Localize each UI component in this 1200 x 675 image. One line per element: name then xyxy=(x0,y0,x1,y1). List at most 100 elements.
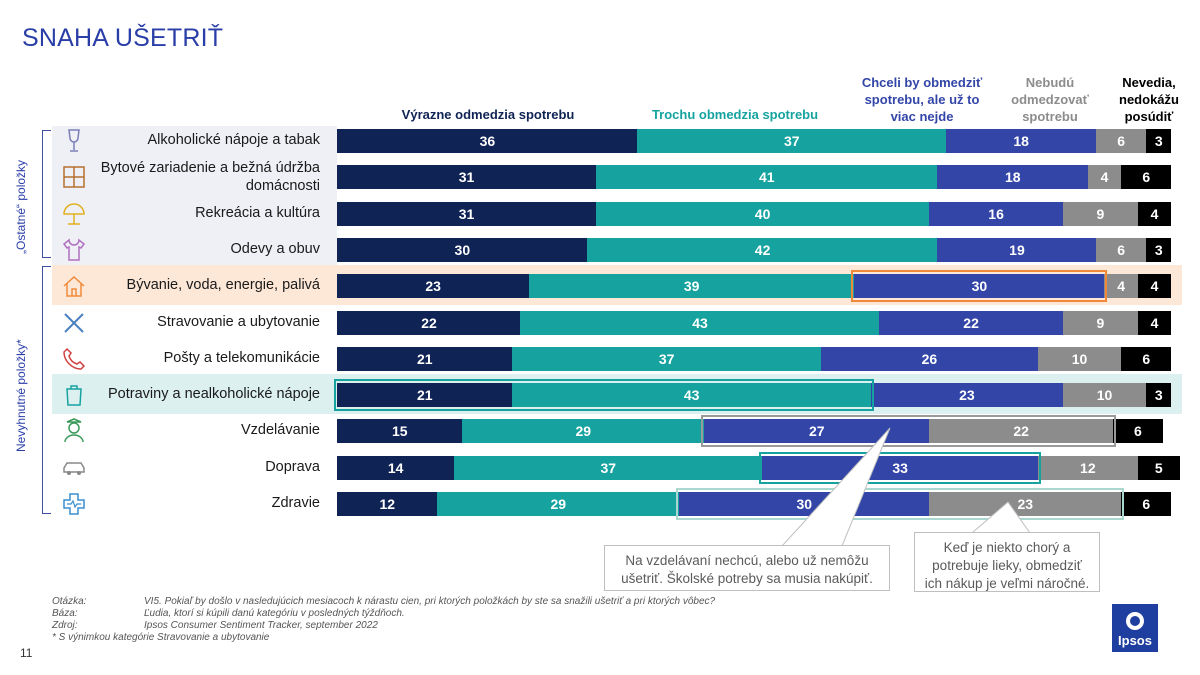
legend-no-reduce: Nebudú odmedzovať spotrebu xyxy=(1011,75,1089,124)
bar-value-label: 3 xyxy=(1154,242,1163,258)
beach-umbrella-icon xyxy=(60,200,88,228)
bar-value-label: 30 xyxy=(971,278,988,294)
bar-segment: 16 xyxy=(929,202,1064,226)
bar-value-label: 12 xyxy=(379,496,396,512)
bar-value-label: 22 xyxy=(963,315,979,331)
bar-segment: 30 xyxy=(854,274,1105,298)
bar-segment: 22 xyxy=(929,419,1114,443)
category-label: Bývanie, voda, energie, palivá xyxy=(126,277,320,293)
house-icon xyxy=(60,272,88,300)
bar-segment: 3 xyxy=(1145,238,1172,262)
bar-segment: 14 xyxy=(337,456,455,480)
bar-segment: 21 xyxy=(337,347,513,371)
bar-segment: 40 xyxy=(595,202,930,226)
bar-segment: 41 xyxy=(595,165,938,189)
bar-value-label: 37 xyxy=(600,460,617,476)
bar-segment: 9 xyxy=(1062,202,1139,226)
group-background-other xyxy=(52,126,337,266)
bar-value-label: 19 xyxy=(1009,242,1025,258)
phone-icon xyxy=(60,345,88,373)
bar-segment: 37 xyxy=(512,347,822,371)
bar-segment: 12 xyxy=(337,492,438,516)
bar-value-label: 3 xyxy=(1154,387,1163,403)
bar-segment: 4 xyxy=(1104,274,1139,298)
category-label: Stravovanie a ubytovanie xyxy=(157,314,320,330)
bar-value-label: 42 xyxy=(754,242,771,258)
bar-segment: 3 xyxy=(1145,383,1172,407)
bar-value-label: 21 xyxy=(417,387,433,403)
bar-segment: 43 xyxy=(520,311,880,335)
bar-segment: 22 xyxy=(337,311,521,335)
bar-segment: 4 xyxy=(1137,202,1172,226)
bar-value-label: 15 xyxy=(392,423,408,439)
bar-segment: 42 xyxy=(587,238,938,262)
bar-value-label: 10 xyxy=(1096,387,1113,403)
category-label: Alkoholické nápoje a tabak xyxy=(147,132,320,148)
bar-segment: 6 xyxy=(1095,129,1147,153)
bar-segment: 23 xyxy=(337,274,530,298)
bar-value-label: 12 xyxy=(1080,460,1096,476)
footnote-source: Zdroj: Ipsos Consumer Sentiment Tracker, … xyxy=(52,620,378,631)
bar-segment: 19 xyxy=(937,238,1097,262)
category-label: Rekreácia a kultúra xyxy=(195,205,320,221)
bar-value-label: 4 xyxy=(1150,206,1159,222)
bar-segment: 6 xyxy=(1120,347,1172,371)
bar-value-label: 30 xyxy=(454,242,471,258)
bar-value-label: 31 xyxy=(458,206,475,222)
car-icon xyxy=(60,454,88,482)
bar-value-label: 23 xyxy=(1017,496,1034,512)
bar-value-label: 29 xyxy=(575,423,592,439)
callout-pointer-health xyxy=(970,501,1031,534)
category-label: Doprava xyxy=(265,459,320,475)
bar-segment: 21 xyxy=(337,383,513,407)
bar-value-label: 29 xyxy=(550,496,567,512)
bar-value-label: 43 xyxy=(683,387,700,403)
graduate-icon xyxy=(60,417,88,445)
bar-value-label: 26 xyxy=(921,351,938,367)
bar-segment: 12 xyxy=(1037,456,1139,480)
bar-segment: 10 xyxy=(1062,383,1147,407)
bar-value-label: 9 xyxy=(1096,315,1105,331)
footnote-question: Otázka: VI5. Pokiaľ by došlo v nasledujúc… xyxy=(52,596,716,607)
bar-segment: 4 xyxy=(1137,274,1172,298)
category-label: Bytové zariadenie a bežná údržba domácno… xyxy=(100,160,320,194)
footnote-note: * S výnimkou kategórie Stravovanie a uby… xyxy=(52,632,270,643)
group-bracket-other xyxy=(42,130,51,258)
bar-value-label: 27 xyxy=(809,423,825,439)
bar-value-label: 21 xyxy=(417,351,433,367)
bar-value-label: 16 xyxy=(988,206,1004,222)
grocery-bag-icon xyxy=(60,381,88,409)
legend-dont-know: Nevedia, nedokážu posúdiť xyxy=(1119,75,1179,124)
bar-segment: 6 xyxy=(1095,238,1147,262)
bar-value-label: 6 xyxy=(1142,351,1151,367)
bar-value-label: 41 xyxy=(758,169,775,185)
bar-segment: 26 xyxy=(820,347,1039,371)
bar-value-label: 39 xyxy=(683,278,700,294)
bar-segment: 30 xyxy=(337,238,588,262)
callout-pointer-education xyxy=(780,427,891,547)
bar-segment: 9 xyxy=(1062,311,1139,335)
category-label: Odevy a obuv xyxy=(230,241,320,257)
bar-segment: 43 xyxy=(512,383,872,407)
health-cross-icon xyxy=(60,490,88,518)
bar-value-label: 37 xyxy=(783,133,800,149)
legend-slightly-reduce: Trochu obmedzia spotrebu xyxy=(651,107,819,122)
bar-value-label: 3 xyxy=(1154,133,1163,149)
cutlery-icon xyxy=(60,309,88,337)
bar-segment: 4 xyxy=(1137,311,1172,335)
page-title: SNAHA UŠETRIŤ xyxy=(22,24,224,52)
footnotes: Otázka: VI5. Pokiaľ by došlo v nasledujúc… xyxy=(52,596,715,644)
bar-segment: 4 xyxy=(1087,165,1122,189)
bar-segment: 31 xyxy=(337,165,597,189)
bar-value-label: 6 xyxy=(1117,133,1126,149)
bar-value-label: 40 xyxy=(754,206,771,222)
bar-value-label: 18 xyxy=(1004,169,1021,185)
bar-segment: 37 xyxy=(453,456,763,480)
bar-value-label: 31 xyxy=(458,169,475,185)
bar-segment: 15 xyxy=(337,419,463,443)
bar-segment: 37 xyxy=(637,129,947,153)
bar-segment: 18 xyxy=(937,165,1089,189)
category-label: Zdravie xyxy=(271,495,320,511)
bar-value-label: 37 xyxy=(658,351,675,367)
bar-segment: 6 xyxy=(1120,165,1172,189)
